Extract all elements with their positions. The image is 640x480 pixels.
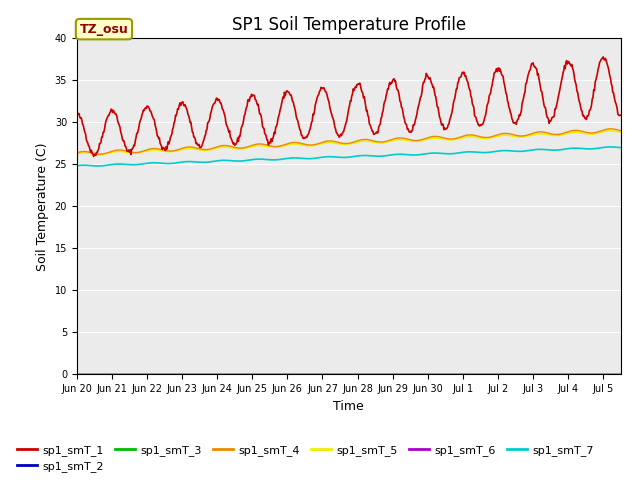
Y-axis label: Soil Temperature (C): Soil Temperature (C) bbox=[36, 142, 49, 271]
sp1_smT_5 bbox=[239, 145, 246, 151]
sp1_smT_7 bbox=[484, 149, 492, 155]
sp1_smT_6 bbox=[591, 371, 599, 377]
sp1_smT_4 bbox=[97, 151, 104, 157]
sp1_smT_6 bbox=[573, 371, 580, 377]
sp1_smT_4 bbox=[349, 140, 356, 145]
sp1_smT_2 bbox=[484, 371, 492, 377]
sp1_smT_7 bbox=[617, 144, 625, 150]
sp1_smT_7 bbox=[592, 145, 600, 151]
Text: TZ_osu: TZ_osu bbox=[79, 23, 129, 36]
sp1_smT_1 bbox=[349, 91, 356, 97]
sp1_smT_1 bbox=[239, 121, 246, 127]
sp1_smT_3 bbox=[484, 371, 492, 377]
sp1_smT_4 bbox=[617, 128, 625, 133]
sp1_smT_5 bbox=[592, 131, 600, 136]
sp1_smT_4 bbox=[73, 150, 81, 156]
sp1_smT_4 bbox=[192, 145, 200, 151]
Line: sp1_smT_5: sp1_smT_5 bbox=[77, 131, 621, 155]
sp1_smT_5 bbox=[607, 128, 614, 133]
sp1_smT_4 bbox=[592, 130, 600, 135]
sp1_smT_2 bbox=[591, 371, 599, 377]
sp1_smT_1 bbox=[574, 89, 582, 95]
sp1_smT_2 bbox=[573, 371, 580, 377]
sp1_smT_3 bbox=[591, 371, 599, 377]
sp1_smT_4 bbox=[607, 126, 614, 132]
sp1_smT_5 bbox=[484, 135, 492, 141]
sp1_smT_3 bbox=[73, 371, 81, 377]
sp1_smT_2 bbox=[73, 371, 81, 377]
sp1_smT_1 bbox=[192, 141, 200, 146]
sp1_smT_3 bbox=[238, 371, 246, 377]
sp1_smT_6 bbox=[484, 371, 492, 377]
sp1_smT_6 bbox=[617, 371, 625, 377]
sp1_smT_3 bbox=[617, 371, 625, 377]
sp1_smT_5 bbox=[574, 130, 582, 135]
sp1_smT_2 bbox=[617, 371, 625, 377]
sp1_smT_3 bbox=[348, 371, 356, 377]
sp1_smT_5 bbox=[617, 129, 625, 135]
sp1_smT_6 bbox=[348, 371, 356, 377]
X-axis label: Time: Time bbox=[333, 400, 364, 413]
sp1_smT_7 bbox=[574, 145, 582, 151]
sp1_smT_4 bbox=[484, 134, 492, 140]
sp1_smT_7 bbox=[607, 144, 614, 150]
sp1_smT_7 bbox=[349, 154, 356, 160]
sp1_smT_2 bbox=[238, 371, 246, 377]
sp1_smT_1 bbox=[600, 54, 607, 60]
sp1_smT_2 bbox=[191, 371, 199, 377]
sp1_smT_3 bbox=[191, 371, 199, 377]
sp1_smT_7 bbox=[94, 163, 102, 169]
sp1_smT_1 bbox=[592, 77, 600, 83]
sp1_smT_5 bbox=[95, 152, 103, 157]
sp1_smT_1 bbox=[73, 110, 81, 116]
sp1_smT_3 bbox=[573, 371, 580, 377]
sp1_smT_1 bbox=[484, 99, 492, 105]
sp1_smT_1 bbox=[90, 154, 97, 159]
sp1_smT_6 bbox=[73, 371, 81, 377]
Line: sp1_smT_1: sp1_smT_1 bbox=[77, 57, 621, 156]
Title: SP1 Soil Temperature Profile: SP1 Soil Temperature Profile bbox=[232, 16, 466, 34]
sp1_smT_7 bbox=[239, 158, 246, 164]
sp1_smT_1 bbox=[617, 112, 625, 118]
sp1_smT_5 bbox=[73, 151, 81, 156]
sp1_smT_6 bbox=[238, 371, 246, 377]
sp1_smT_7 bbox=[73, 163, 81, 168]
sp1_smT_2 bbox=[348, 371, 356, 377]
Line: sp1_smT_7: sp1_smT_7 bbox=[77, 147, 621, 166]
sp1_smT_4 bbox=[574, 128, 582, 133]
sp1_smT_4 bbox=[239, 145, 246, 151]
sp1_smT_5 bbox=[192, 146, 200, 152]
sp1_smT_5 bbox=[349, 141, 356, 146]
sp1_smT_7 bbox=[192, 159, 200, 165]
Line: sp1_smT_4: sp1_smT_4 bbox=[77, 129, 621, 154]
Legend: sp1_smT_1, sp1_smT_2, sp1_smT_3, sp1_smT_4, sp1_smT_5, sp1_smT_6, sp1_smT_7: sp1_smT_1, sp1_smT_2, sp1_smT_3, sp1_smT… bbox=[12, 441, 598, 477]
sp1_smT_6 bbox=[191, 371, 199, 377]
